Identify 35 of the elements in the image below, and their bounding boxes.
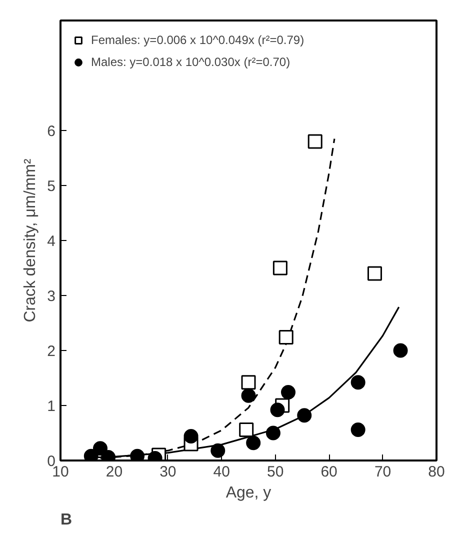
point bbox=[239, 422, 254, 437]
x-tick-label: 80 bbox=[428, 464, 445, 480]
point bbox=[297, 408, 312, 423]
point bbox=[393, 343, 408, 358]
point bbox=[241, 388, 256, 403]
point bbox=[184, 429, 198, 444]
y-axis-title: Crack density, μm/mm² bbox=[22, 158, 40, 322]
point bbox=[270, 402, 285, 418]
y-tick-label: 6 bbox=[47, 123, 56, 140]
point bbox=[367, 266, 382, 281]
point bbox=[272, 260, 288, 276]
point bbox=[350, 422, 366, 437]
point bbox=[210, 443, 226, 458]
point bbox=[281, 385, 296, 400]
point bbox=[308, 134, 322, 149]
point bbox=[350, 375, 366, 390]
x-axis-title: Age, y bbox=[226, 484, 272, 502]
x-tick-label: 30 bbox=[160, 464, 176, 480]
point bbox=[241, 375, 256, 390]
y-tick-label: 3 bbox=[47, 288, 56, 305]
y-tick-label: 1 bbox=[47, 398, 56, 415]
x-tick-label: 50 bbox=[267, 464, 284, 480]
point bbox=[266, 426, 280, 440]
point bbox=[246, 436, 261, 450]
text: B bbox=[60, 512, 72, 528]
x-tick-label: 60 bbox=[320, 464, 338, 480]
y-tick-label: 4 bbox=[47, 233, 56, 250]
legend-label: Males: y=0.018 x 10^0.030x (r²=0.70) bbox=[91, 55, 290, 69]
y-tick-label: 5 bbox=[47, 178, 56, 195]
y-tick-label: 2 bbox=[47, 343, 56, 360]
x-tick-label: 40 bbox=[213, 464, 230, 480]
legend-label: Females: y=0.006 x 10^0.049x (r²=0.79) bbox=[91, 33, 304, 47]
x-tick-label: 70 bbox=[374, 464, 392, 480]
x-tick-label: 20 bbox=[106, 464, 123, 480]
point bbox=[278, 330, 294, 345]
